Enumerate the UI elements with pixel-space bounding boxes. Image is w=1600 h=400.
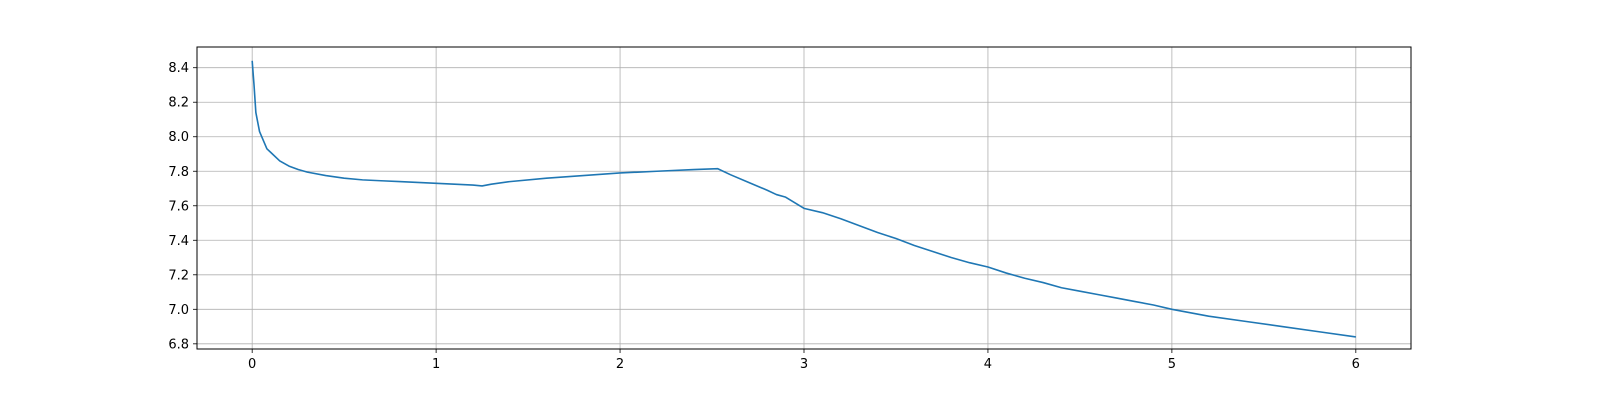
y-tick-label: 6.8 [168, 337, 189, 352]
y-tick-label: 8.2 [168, 96, 189, 111]
x-tick-label: 1 [432, 357, 440, 372]
y-tick-label: 8.0 [168, 130, 189, 145]
x-tick-label: 2 [616, 357, 624, 372]
y-tick-label: 8.4 [168, 61, 189, 76]
y-tick-label: 7.2 [168, 268, 189, 283]
x-tick-label: 4 [984, 357, 992, 372]
y-tick-label: 7.8 [168, 165, 189, 180]
y-tick-label: 7.6 [168, 199, 189, 214]
y-axis: 6.8 7.0 7.2 7.4 7.6 7.8 8.0 8.2 8.4 [168, 61, 197, 352]
x-axis: 0 1 2 3 4 5 6 [248, 349, 1360, 372]
y-tick-label: 7.4 [168, 234, 189, 249]
x-tick-label: 3 [800, 357, 808, 372]
series-line [251, 60, 1356, 338]
grid [197, 47, 1411, 349]
series-layer [251, 60, 1356, 338]
x-tick-label: 0 [248, 357, 256, 372]
y-tick-label: 7.0 [168, 303, 189, 318]
x-tick-label: 5 [1168, 357, 1176, 372]
x-tick-label: 6 [1352, 357, 1360, 372]
